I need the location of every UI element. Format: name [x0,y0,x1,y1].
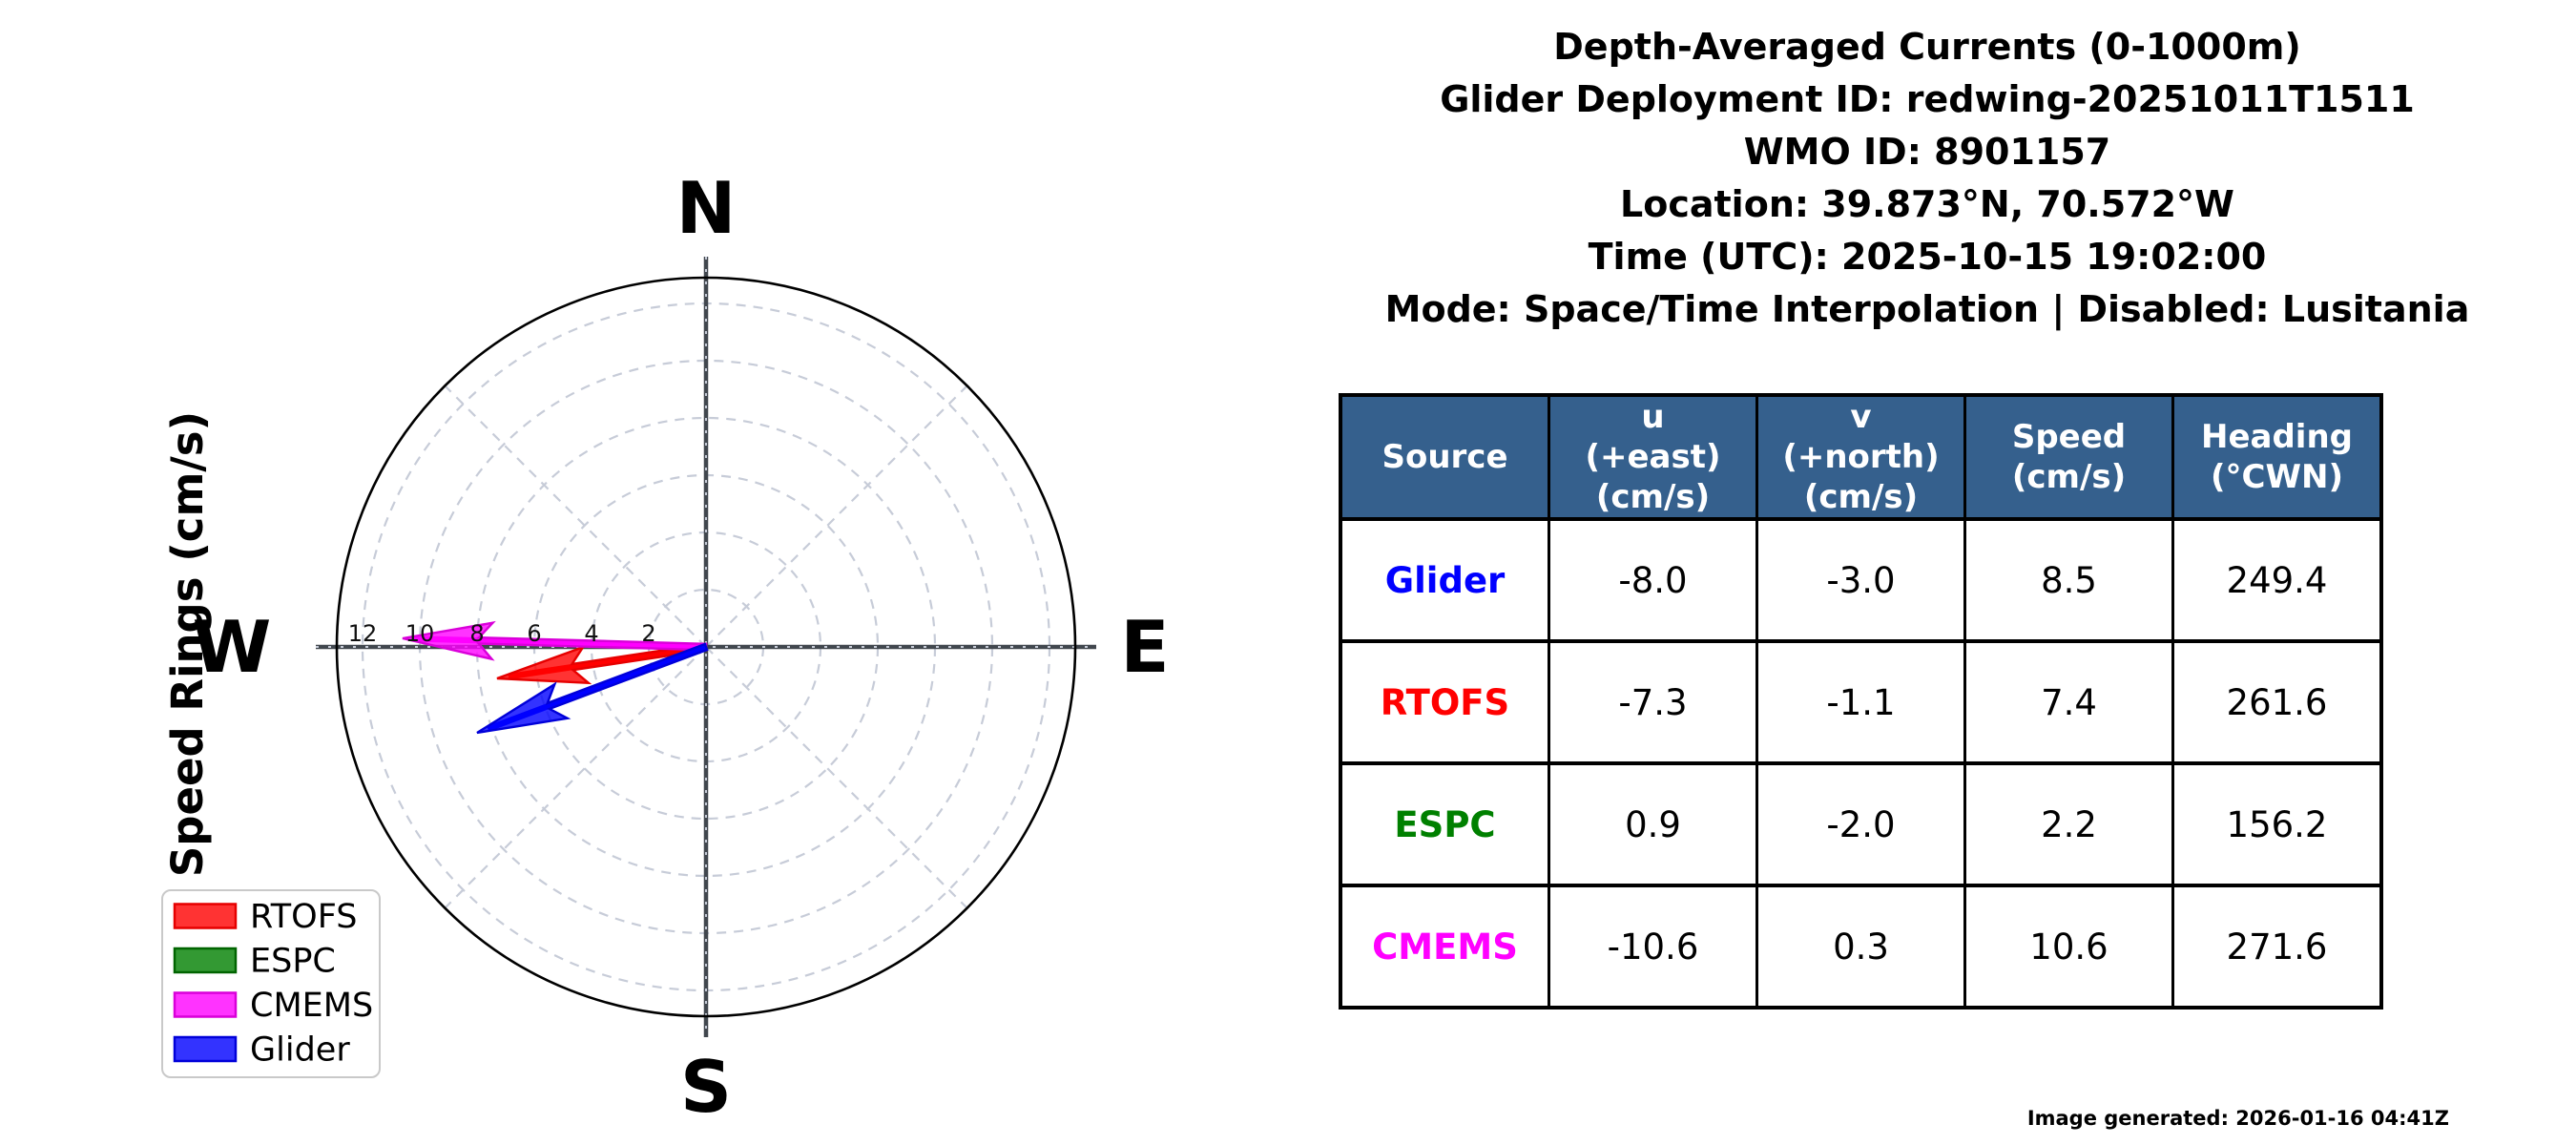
column-header-3: Speed (cm/s) [1963,393,2174,521]
heading-cell: 156.2 [2171,761,2383,887]
legend-label-rtofs: RTOFS [250,898,357,936]
compass-label-s: S [680,1045,732,1129]
speed-rings-axis-label: Speed Rings (cm/s) [162,411,213,877]
v-cell: -2.0 [1755,761,1966,887]
speed-cell: 7.4 [1963,639,2174,765]
u-cell: -8.0 [1548,517,1758,643]
v-cell: 0.3 [1755,884,1966,1010]
u-cell: -10.6 [1548,884,1758,1010]
v-cell: -1.1 [1755,639,1966,765]
column-header-1: u (+east) (cm/s) [1548,393,1758,521]
v-cell: -3.0 [1755,517,1966,643]
table-row-rtofs: RTOFS -7.3 -1.1 7.4 261.6 [1339,639,2383,765]
speed-cell: 10.6 [1963,884,2174,1010]
diagonal-gridline [705,385,968,648]
ring-label-10: 10 [405,620,435,647]
source-cell: CMEMS [1339,884,1550,1010]
ring-label-2: 2 [641,620,655,647]
compass-label-w: W [193,605,272,689]
current-arrow-glider [476,642,709,735]
diagonal-gridline [444,646,707,909]
column-header-2: v (+north) (cm/s) [1755,393,1966,521]
heading-cell: 261.6 [2171,639,2383,765]
table-row-espc: ESPC 0.9 -2.0 2.2 156.2 [1339,761,2383,887]
column-header-4: Heading (°CWN) [2171,393,2383,521]
ring-label-4: 4 [584,620,598,647]
legend-label-cmems: CMEMS [250,987,373,1025]
heading-cell: 271.6 [2171,884,2383,1010]
u-cell: 0.9 [1548,761,1758,887]
source-cell: Glider [1339,517,1550,643]
title-line-6: Mode: Space/Time Interpolation | Disable… [1384,288,2470,330]
legend-swatch-cmems [173,991,238,1018]
compass-label-e: E [1120,605,1169,689]
currents-table: Source u (+east) (cm/s) v (+north) (cm/s) S… [1339,393,2383,1010]
source-cell: RTOFS [1339,639,1550,765]
legend-swatch-espc [173,947,238,974]
diagonal-gridline [705,646,968,909]
ring-label-12: 12 [348,620,378,647]
title-line-5: Time (UTC): 2025-10-15 19:02:00 [1588,236,2267,278]
table-row-cmems: CMEMS -10.6 0.3 10.6 271.6 [1339,884,2383,1010]
u-cell: -7.3 [1548,639,1758,765]
legend-swatch-glider [173,1035,238,1063]
table-row-glider: Glider -8.0 -3.0 8.5 249.4 [1339,517,2383,643]
title-line-3: WMO ID: 8901157 [1743,131,2111,173]
source-cell: ESPC [1339,761,1550,887]
title-line-2: Glider Deployment ID: redwing-20251011T1… [1440,78,2415,120]
column-header-0: Source [1339,393,1550,521]
ring-label-8: 8 [469,620,484,647]
title-line-4: Location: 39.873°N, 70.572°W [1620,183,2234,225]
ring-label-6: 6 [527,620,541,647]
legend-label-espc: ESPC [250,943,336,981]
diagonal-gridline [444,385,707,648]
generated-timestamp: Image generated: 2026-01-16 04:41Z [2026,1107,2449,1130]
current-arrow-cmems [402,620,708,661]
table-header: Source u (+east) (cm/s) v (+north) (cm/s) S… [1339,393,2383,521]
speed-cell: 8.5 [1963,517,2174,643]
legend-box [161,889,381,1078]
title-block: Depth-Averaged Currents (0-1000m) Glider… [1290,21,2565,336]
compass-outer-circle [335,276,1077,1018]
legend-label-glider: Glider [250,1031,350,1070]
compass-label-n: N [676,166,737,250]
speed-cell: 2.2 [1963,761,2174,887]
legend-swatch-rtofs [173,903,238,929]
heading-cell: 249.4 [2171,517,2383,643]
title-line-1: Depth-Averaged Currents (0-1000m) [1553,26,2301,68]
